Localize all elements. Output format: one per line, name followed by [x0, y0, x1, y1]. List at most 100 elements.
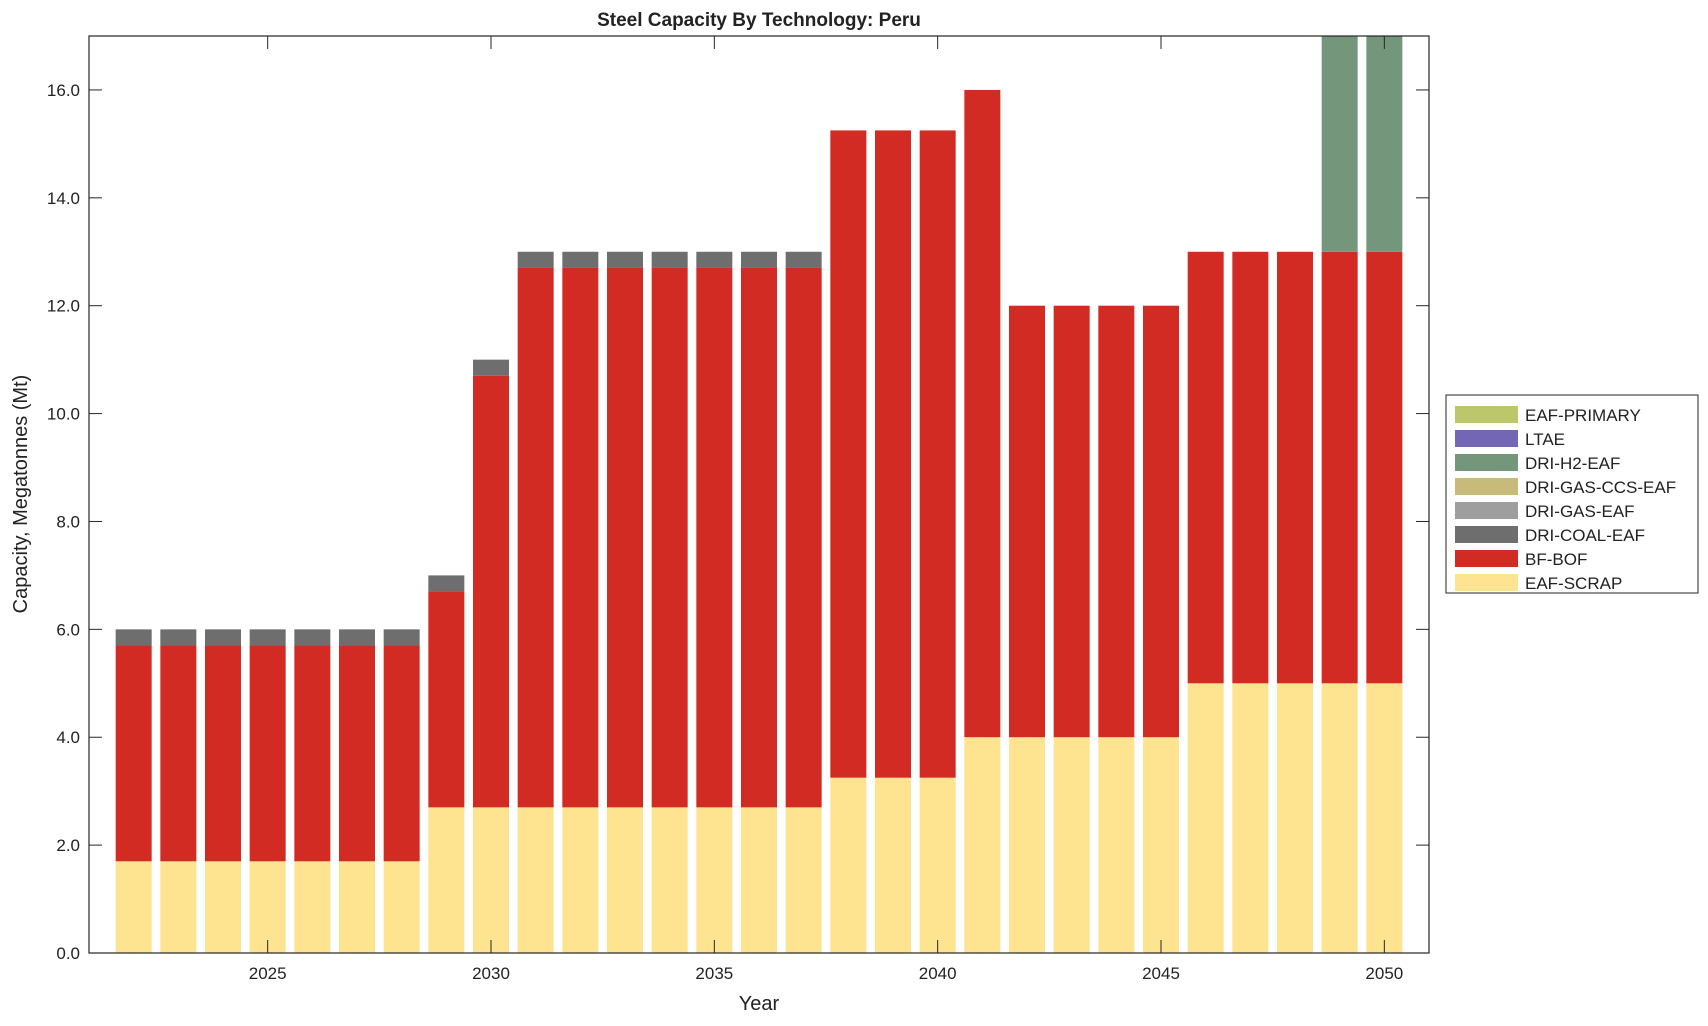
- legend-swatch: [1455, 406, 1518, 423]
- y-tick-label: 12.0: [47, 297, 80, 316]
- bar-dri-coal-eaf-2033: [607, 251, 643, 268]
- bar-bf-bof-2032: [562, 267, 599, 808]
- y-tick-label: 2.0: [56, 836, 80, 855]
- bar-dri-coal-eaf-2028: [383, 629, 420, 646]
- bar-bf-bof-2041: [964, 89, 1001, 738]
- legend-label: DRI-GAS-CCS-EAF: [1525, 478, 1676, 497]
- legend-swatch: [1455, 454, 1518, 471]
- bar-bf-bof-2024: [205, 645, 241, 862]
- y-tick-label: 14.0: [47, 189, 80, 208]
- y-tick-label: 4.0: [56, 728, 80, 747]
- bar-dri-coal-eaf-2026: [294, 629, 331, 646]
- y-tick-label: 6.0: [56, 620, 80, 639]
- bar-bf-bof-2023: [160, 645, 197, 862]
- bar-dri-coal-eaf-2030: [473, 359, 509, 376]
- bar-eaf-scrap-2039: [875, 777, 911, 953]
- bar-eaf-scrap-2024: [205, 861, 241, 953]
- legend-label: EAF-SCRAP: [1525, 574, 1622, 593]
- legend-label: BF-BOF: [1525, 550, 1587, 569]
- bar-eaf-scrap-2048: [1277, 683, 1313, 953]
- bar-bf-bof-2044: [1098, 305, 1135, 738]
- bar-bf-bof-2034: [651, 267, 688, 808]
- bar-dri-coal-eaf-2035: [696, 251, 733, 268]
- bar-bf-bof-2028: [383, 645, 420, 862]
- bar-bf-bof-2035: [696, 267, 733, 808]
- bar-eaf-scrap-2038: [830, 777, 867, 953]
- bar-eaf-scrap-2029: [428, 807, 465, 953]
- bar-dri-h2-eaf-2049: [1321, 36, 1358, 252]
- bar-dri-coal-eaf-2037: [785, 251, 822, 268]
- bar-eaf-scrap-2030: [473, 807, 509, 953]
- legend-swatch: [1455, 430, 1518, 447]
- y-tick-label: 16.0: [47, 81, 80, 100]
- bar-eaf-scrap-2049: [1321, 683, 1358, 953]
- x-tick-label: 2035: [695, 964, 733, 983]
- legend-swatch: [1455, 502, 1518, 519]
- bar-bf-bof-2027: [339, 645, 375, 862]
- chart-title: Steel Capacity By Technology: Peru: [597, 10, 921, 31]
- bar-eaf-scrap-2047: [1232, 683, 1269, 953]
- bar-eaf-scrap-2035: [696, 807, 733, 953]
- bar-dri-coal-eaf-2032: [562, 251, 599, 268]
- legend-swatch: [1455, 526, 1518, 543]
- legend-label: DRI-COAL-EAF: [1525, 526, 1645, 545]
- bar-eaf-scrap-2026: [294, 861, 331, 953]
- bar-eaf-scrap-2022: [115, 861, 152, 953]
- bar-eaf-scrap-2041: [964, 737, 1001, 953]
- bar-eaf-scrap-2034: [651, 807, 688, 953]
- y-tick-label: 0.0: [56, 944, 80, 963]
- bar-eaf-scrap-2043: [1053, 737, 1090, 953]
- bar-dri-coal-eaf-2034: [651, 251, 688, 268]
- bar-eaf-scrap-2050: [1366, 683, 1403, 953]
- bar-bf-bof-2030: [473, 375, 509, 808]
- bar-bf-bof-2038: [830, 130, 867, 778]
- bar-dri-coal-eaf-2023: [160, 629, 197, 646]
- legend-swatch: [1455, 574, 1518, 591]
- x-axis-label: Year: [739, 993, 780, 1015]
- y-axis-label: Capacity, Megatonnes (Mt): [10, 375, 32, 614]
- bar-eaf-scrap-2028: [383, 861, 420, 953]
- bar-eaf-scrap-2045: [1143, 737, 1179, 953]
- legend-swatch: [1455, 478, 1518, 495]
- legend-label: DRI-GAS-EAF: [1525, 502, 1635, 521]
- bar-bf-bof-2026: [294, 645, 331, 862]
- x-tick-label: 2040: [919, 964, 957, 983]
- bar-bf-bof-2049: [1321, 251, 1358, 684]
- bar-eaf-scrap-2031: [517, 807, 554, 953]
- legend-label: EAF-PRIMARY: [1525, 406, 1641, 425]
- bar-dri-coal-eaf-2029: [428, 575, 465, 592]
- bar-eaf-scrap-2023: [160, 861, 197, 953]
- bar-dri-coal-eaf-2036: [741, 251, 777, 268]
- bar-bf-bof-2039: [875, 130, 911, 778]
- bar-bf-bof-2050: [1366, 251, 1403, 684]
- bar-eaf-scrap-2032: [562, 807, 599, 953]
- bar-bf-bof-2043: [1053, 305, 1090, 738]
- bar-bf-bof-2047: [1232, 251, 1269, 684]
- y-tick-label: 10.0: [47, 405, 80, 424]
- bar-bf-bof-2046: [1187, 251, 1224, 684]
- bar-bf-bof-2033: [607, 267, 643, 808]
- bar-eaf-scrap-2044: [1098, 737, 1135, 953]
- bar-eaf-scrap-2033: [607, 807, 643, 953]
- bar-bf-bof-2031: [517, 267, 554, 808]
- bar-eaf-scrap-2037: [785, 807, 822, 953]
- bar-bf-bof-2048: [1277, 251, 1313, 684]
- plot-area-frame: [88, 35, 1430, 954]
- bar-dri-coal-eaf-2024: [205, 629, 241, 646]
- bar-dri-coal-eaf-2027: [339, 629, 375, 646]
- legend: EAF-PRIMARY LTAE DRI-H2-EAF DRI-GAS-CCS-EAF…: [1445, 394, 1699, 594]
- x-tick-label: 2050: [1365, 964, 1403, 983]
- legend-label: LTAE: [1525, 430, 1565, 449]
- bar-eaf-scrap-2042: [1009, 737, 1045, 953]
- bar-bf-bof-2045: [1143, 305, 1179, 738]
- bar-bf-bof-2025: [249, 645, 286, 862]
- x-tick-label: 2030: [472, 964, 510, 983]
- bar-bf-bof-2029: [428, 591, 465, 808]
- bar-bf-bof-2036: [741, 267, 777, 808]
- bar-bf-bof-2040: [919, 130, 956, 778]
- bar-bf-bof-2022: [115, 645, 152, 862]
- x-tick-label: 2045: [1142, 964, 1180, 983]
- bar-bf-bof-2037: [785, 267, 822, 808]
- bar-eaf-scrap-2040: [919, 777, 956, 953]
